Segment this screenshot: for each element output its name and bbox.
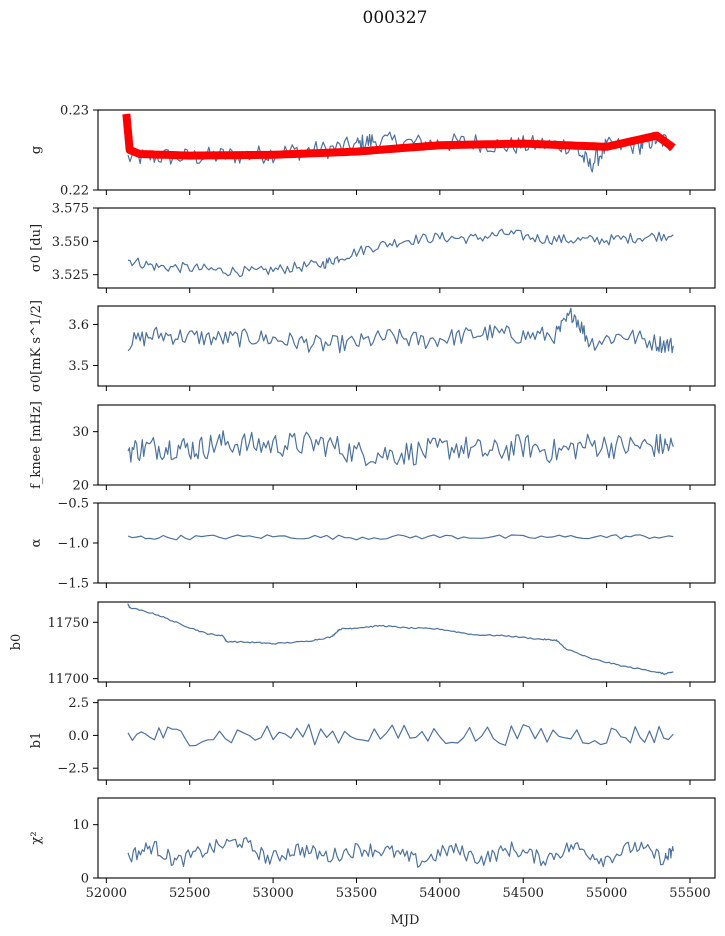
panel-sigma0_mK: 3.6 3.5 σ0[mK s^1/2] (29, 300, 716, 392)
y-tick-label-g: 0.23 (60, 104, 89, 119)
panel-b1: 2.5 0.0 −2.5 b1 (29, 696, 716, 785)
series-line-alpha-0 (127, 534, 674, 541)
y-axis-label-alpha: α (29, 538, 44, 547)
x-tick-label: 55000 (586, 886, 627, 901)
panel-b0: 11750 11700 b0 (9, 601, 716, 687)
y-axis-label-b0: b0 (9, 634, 24, 651)
x-tick-label: 53500 (336, 886, 377, 901)
y-tick-label-fknee: 20 (72, 479, 89, 494)
y-tick-label-alpha: −1.5 (57, 577, 89, 592)
x-tick-label: 55500 (669, 886, 710, 901)
axes-frame-alpha (97, 502, 716, 584)
y-axis-label-sigma0_du: σ0 [du] (29, 224, 44, 272)
series-line-fknee-0 (127, 430, 674, 467)
series-line-b1-0 (127, 723, 674, 747)
y-axis-label-b1: b1 (29, 732, 44, 749)
x-tick-label: 53000 (252, 886, 293, 901)
y-axis-label-chi2: χ² (29, 831, 44, 844)
y-tick-label-b1: 0.0 (68, 729, 89, 744)
y-tick-label-sigma0_du: 3.575 (52, 202, 89, 217)
y-tick-label-g: 0.22 (60, 184, 89, 199)
y-axis-label-fknee: f_knee [mHz] (29, 401, 44, 489)
axes-frame-sigma0_mK (97, 305, 716, 387)
x-tick-label: 52000 (86, 886, 127, 901)
y-tick-label-sigma0_du: 3.550 (52, 235, 89, 250)
axes-frame-sigma0_du (97, 207, 716, 289)
y-tick-label-fknee: 30 (72, 425, 89, 440)
series-line-sigma0_mK-0 (127, 307, 674, 354)
y-tick-label-b1: −2.5 (57, 762, 89, 777)
x-tick-label: 54000 (419, 886, 460, 901)
y-axis-label-g: g (29, 146, 44, 154)
axes-frame-chi2 (97, 797, 716, 879)
y-tick-label-b1: 2.5 (68, 696, 89, 711)
panel-fknee: 30 20 f_knee [mHz] (29, 401, 716, 494)
y-tick-label-alpha: −0.5 (57, 497, 89, 512)
panel-g: 0.23 0.22 g (29, 104, 716, 199)
x-tick-label: 52500 (169, 886, 210, 901)
y-tick-label-chi2: 10 (72, 818, 89, 833)
y-axis-label-sigma0_mK: σ0[mK s^1/2] (29, 300, 44, 392)
series-line-sigma0_du-0 (127, 228, 674, 278)
y-tick-label-b0: 11700 (48, 672, 89, 687)
figure-title: 000327 (363, 8, 428, 28)
y-tick-label-sigma0_mK: 3.6 (68, 318, 89, 333)
axes-frame-b0 (97, 601, 716, 683)
x-axis-label: MJD (391, 913, 420, 928)
y-tick-label-b0: 11750 (48, 616, 89, 631)
axes-frame-b1 (97, 699, 716, 781)
panel-alpha: −0.5 −1.0 −1.5 α (29, 497, 716, 592)
series-line-b0-0 (127, 603, 674, 676)
y-tick-label-sigma0_mK: 3.5 (68, 359, 89, 374)
x-tick-label: 54500 (503, 886, 544, 901)
y-tick-label-chi2: 0 (81, 872, 89, 887)
panel-sigma0_du: 3.575 3.550 3.525 σ0 [du] (29, 202, 716, 293)
y-tick-label-alpha: −1.0 (57, 537, 89, 552)
series-line-chi2-0 (127, 837, 674, 868)
y-tick-label-sigma0_du: 3.525 (52, 268, 89, 283)
